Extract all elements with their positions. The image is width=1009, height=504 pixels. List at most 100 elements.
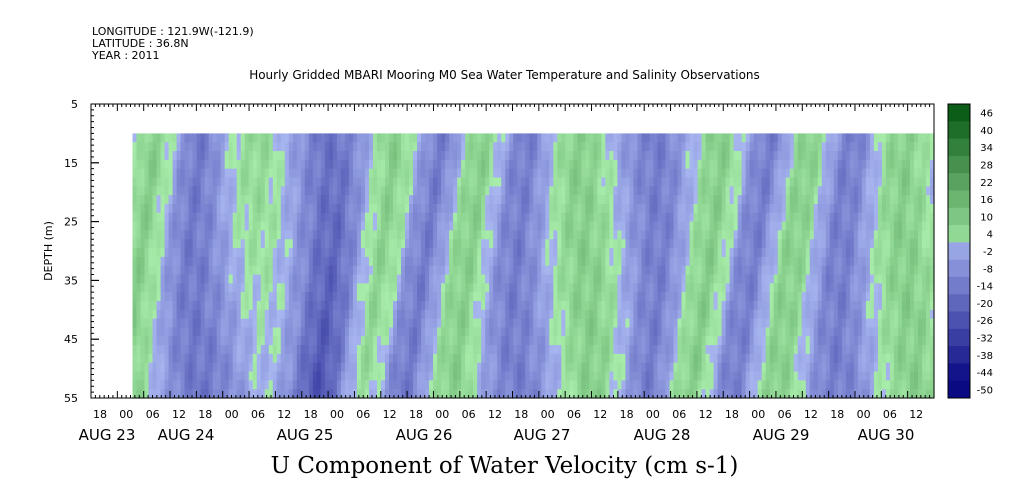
heatmap-cell (653, 292, 659, 302)
heatmap-cell (597, 186, 602, 196)
heatmap-cell (397, 389, 402, 399)
heatmap-cell (180, 327, 186, 337)
heatmap-cell (388, 371, 394, 381)
heatmap-cell (633, 195, 639, 205)
heatmap-cell (417, 212, 422, 223)
heatmap-cell (397, 177, 402, 187)
heatmap-cell (284, 309, 290, 320)
heatmap-cell (481, 221, 486, 232)
heatmap-cell (737, 203, 743, 214)
heatmap-cell (401, 168, 406, 179)
heatmap-cell (308, 230, 314, 240)
heatmap-cell (204, 168, 210, 179)
heatmap-cell (300, 300, 306, 311)
heatmap-cell (581, 380, 586, 390)
heatmap-cell (413, 239, 418, 249)
heatmap-cell (749, 309, 755, 320)
heatmap-cell (733, 230, 739, 240)
heatmap-cell (220, 283, 226, 293)
heatmap-cell (693, 168, 699, 179)
heatmap-cell (272, 380, 278, 390)
heatmap-cell (252, 353, 258, 364)
heatmap-cell (573, 292, 578, 302)
heatmap-cell (465, 151, 470, 161)
heatmap-cell (409, 292, 414, 302)
heatmap-cell (192, 318, 198, 329)
heatmap-cell (244, 186, 250, 196)
heatmap-cell (581, 327, 586, 337)
heatmap-cell (184, 292, 190, 302)
heatmap-cell (701, 265, 707, 276)
heatmap-cell (557, 371, 562, 381)
heatmap-cell (437, 195, 442, 205)
heatmap-cell (733, 133, 739, 143)
heatmap-cell (160, 221, 166, 232)
heatmap-cell (521, 142, 526, 152)
heatmap-cell (645, 256, 651, 267)
heatmap-cell (625, 177, 631, 187)
heatmap-cell (633, 177, 639, 187)
heatmap-cell (553, 345, 558, 355)
heatmap-cell (481, 300, 486, 311)
heatmap-cell (457, 292, 462, 302)
heatmap-cell (601, 292, 606, 302)
heatmap-cell (304, 212, 310, 223)
heatmap-cell (705, 177, 711, 187)
heatmap-cell (693, 309, 699, 320)
heatmap-cell (332, 380, 338, 390)
heatmap-cell (184, 274, 190, 284)
heatmap-cell (749, 203, 755, 214)
heatmap-cell (541, 265, 546, 276)
heatmap-cell (641, 133, 647, 143)
heatmap-cell (429, 265, 434, 276)
heatmap-cell (417, 362, 422, 373)
heatmap-cell (549, 168, 554, 179)
heatmap-cell (437, 230, 442, 240)
heatmap-cell (597, 353, 602, 364)
heatmap-cell (232, 168, 238, 179)
heatmap-cell (324, 195, 330, 205)
heatmap-cell (405, 256, 410, 267)
heatmap-cell (360, 142, 366, 152)
heatmap-cell (673, 265, 679, 276)
heatmap-cell (569, 151, 574, 161)
heatmap-cell (308, 142, 314, 152)
heatmap-cell (372, 283, 378, 293)
heatmap-cell (641, 353, 647, 364)
heatmap-cell (533, 300, 538, 311)
heatmap-cell (709, 318, 715, 329)
heatmap-cell (268, 389, 274, 399)
heatmap-cell (144, 274, 150, 284)
heatmap-cell (545, 168, 550, 179)
heatmap-cell (433, 239, 438, 249)
heatmap-cell (380, 380, 386, 390)
heatmap-cell (669, 309, 675, 320)
heatmap-cell (136, 318, 142, 329)
heatmap-cell (376, 256, 382, 267)
heatmap-cell (677, 256, 683, 267)
heatmap-cell (597, 371, 602, 381)
heatmap-cell (477, 300, 482, 311)
heatmap-cell (437, 221, 442, 232)
heatmap-cell (445, 371, 450, 381)
heatmap-cell (685, 239, 691, 249)
heatmap-cell (308, 380, 314, 390)
heatmap-cell (356, 230, 362, 240)
heatmap-cell (421, 292, 426, 302)
heatmap-cell (288, 389, 294, 399)
heatmap-cell (188, 336, 194, 346)
heatmap-cell (144, 345, 150, 355)
heatmap-cell (180, 221, 186, 232)
heatmap-cell (425, 159, 430, 170)
heatmap-cell (232, 318, 238, 329)
heatmap-cell (240, 389, 246, 399)
heatmap-cell (409, 389, 414, 399)
heatmap-cell (681, 292, 687, 302)
heatmap-cell (308, 203, 314, 214)
heatmap-cell (304, 336, 310, 346)
heatmap-cell (296, 177, 302, 187)
heatmap-cell (433, 151, 438, 161)
heatmap-cell (409, 177, 414, 187)
heatmap-cell (304, 318, 310, 329)
heatmap-cell (232, 292, 238, 302)
